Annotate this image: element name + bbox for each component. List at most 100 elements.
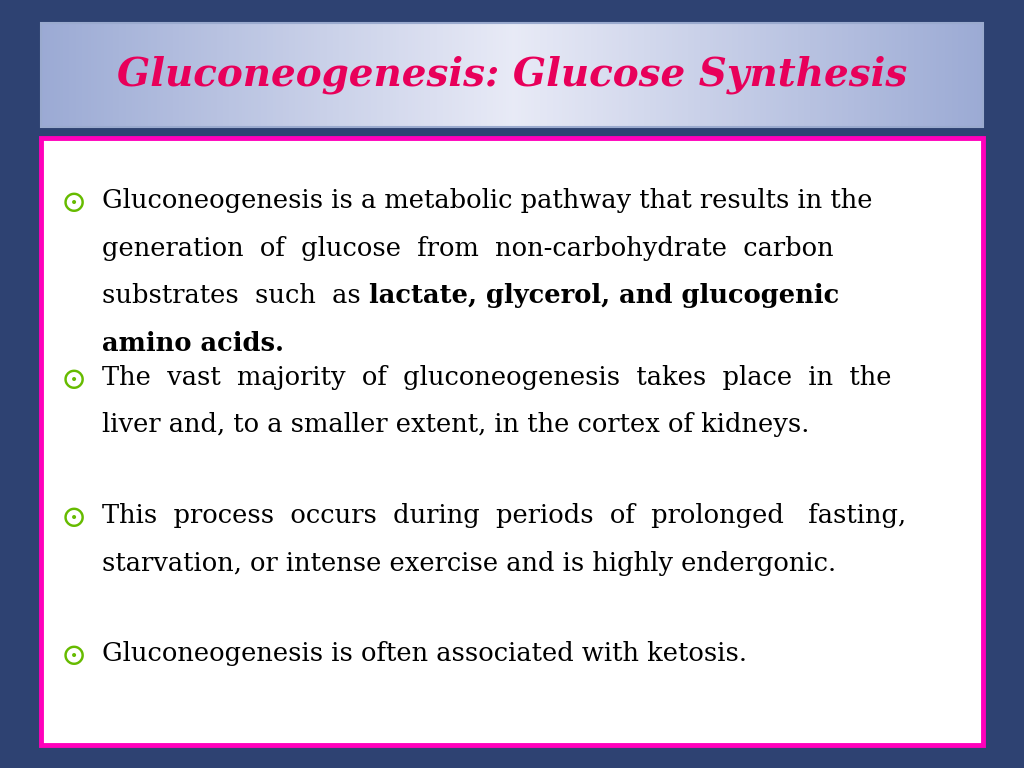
Bar: [195, 23, 199, 127]
Bar: [424, 23, 428, 127]
Bar: [67, 23, 71, 127]
Bar: [682, 23, 686, 127]
Bar: [406, 23, 410, 127]
Bar: [700, 23, 705, 127]
Bar: [103, 23, 108, 127]
Bar: [50, 23, 54, 127]
Bar: [760, 23, 764, 127]
Bar: [436, 23, 440, 127]
Bar: [223, 23, 227, 127]
Bar: [703, 23, 708, 127]
Bar: [854, 23, 858, 127]
Bar: [957, 23, 963, 127]
Bar: [914, 23, 919, 127]
Bar: [126, 23, 130, 127]
Bar: [713, 23, 717, 127]
Bar: [368, 23, 372, 127]
Bar: [188, 23, 193, 127]
Bar: [632, 23, 636, 127]
Bar: [842, 23, 846, 127]
Bar: [53, 23, 57, 127]
Bar: [685, 23, 689, 127]
Bar: [603, 23, 607, 127]
Bar: [559, 23, 563, 127]
Bar: [157, 23, 162, 127]
Bar: [820, 23, 824, 127]
Bar: [851, 23, 855, 127]
Bar: [816, 23, 821, 127]
Bar: [936, 23, 940, 127]
Bar: [236, 23, 240, 127]
Bar: [185, 23, 189, 127]
Text: generation  of  glucose  from  non-carbohydrate  carbon: generation of glucose from non-carbohydr…: [102, 236, 834, 261]
Bar: [691, 23, 695, 127]
Bar: [547, 23, 551, 127]
Bar: [612, 23, 616, 127]
Bar: [833, 23, 837, 127]
Bar: [217, 23, 221, 127]
Bar: [412, 23, 416, 127]
Bar: [94, 23, 98, 127]
Bar: [465, 23, 469, 127]
Bar: [974, 23, 978, 127]
Bar: [110, 23, 115, 127]
Bar: [757, 23, 761, 127]
Bar: [594, 23, 598, 127]
Bar: [807, 23, 811, 127]
Bar: [606, 23, 610, 127]
Bar: [591, 23, 595, 127]
Bar: [170, 23, 174, 127]
Bar: [776, 23, 780, 127]
Bar: [785, 23, 790, 127]
Bar: [321, 23, 325, 127]
Bar: [239, 23, 243, 127]
Bar: [679, 23, 683, 127]
Bar: [59, 23, 63, 127]
Bar: [635, 23, 639, 127]
Bar: [276, 23, 281, 127]
Bar: [486, 23, 492, 127]
Bar: [433, 23, 437, 127]
Bar: [459, 23, 463, 127]
Bar: [358, 23, 362, 127]
Bar: [895, 23, 899, 127]
Bar: [355, 23, 359, 127]
Bar: [826, 23, 830, 127]
Text: amino acids.: amino acids.: [102, 331, 285, 356]
Bar: [352, 23, 356, 127]
Text: Gluconeogenesis is a metabolic pathway that results in the: Gluconeogenesis is a metabolic pathway t…: [102, 188, 872, 214]
Bar: [380, 23, 384, 127]
Bar: [201, 23, 205, 127]
Bar: [453, 23, 457, 127]
Bar: [336, 23, 340, 127]
Bar: [506, 23, 510, 127]
Bar: [942, 23, 946, 127]
Bar: [462, 23, 466, 127]
Bar: [144, 23, 148, 127]
Bar: [62, 23, 68, 127]
Bar: [91, 23, 95, 127]
Bar: [85, 23, 89, 127]
Bar: [208, 23, 212, 127]
Bar: [804, 23, 808, 127]
Bar: [669, 23, 673, 127]
Bar: [147, 23, 152, 127]
Bar: [732, 23, 736, 127]
Bar: [748, 23, 752, 127]
Bar: [345, 23, 350, 127]
Bar: [255, 23, 259, 127]
Bar: [386, 23, 390, 127]
Bar: [138, 23, 142, 127]
Bar: [845, 23, 849, 127]
Bar: [921, 23, 925, 127]
Text: substrates  such  as: substrates such as: [102, 283, 370, 309]
Bar: [880, 23, 884, 127]
Bar: [904, 23, 908, 127]
Bar: [123, 23, 127, 127]
Bar: [839, 23, 843, 127]
Bar: [371, 23, 375, 127]
Bar: [248, 23, 252, 127]
Bar: [883, 23, 887, 127]
Bar: [415, 23, 419, 127]
Bar: [870, 23, 874, 127]
